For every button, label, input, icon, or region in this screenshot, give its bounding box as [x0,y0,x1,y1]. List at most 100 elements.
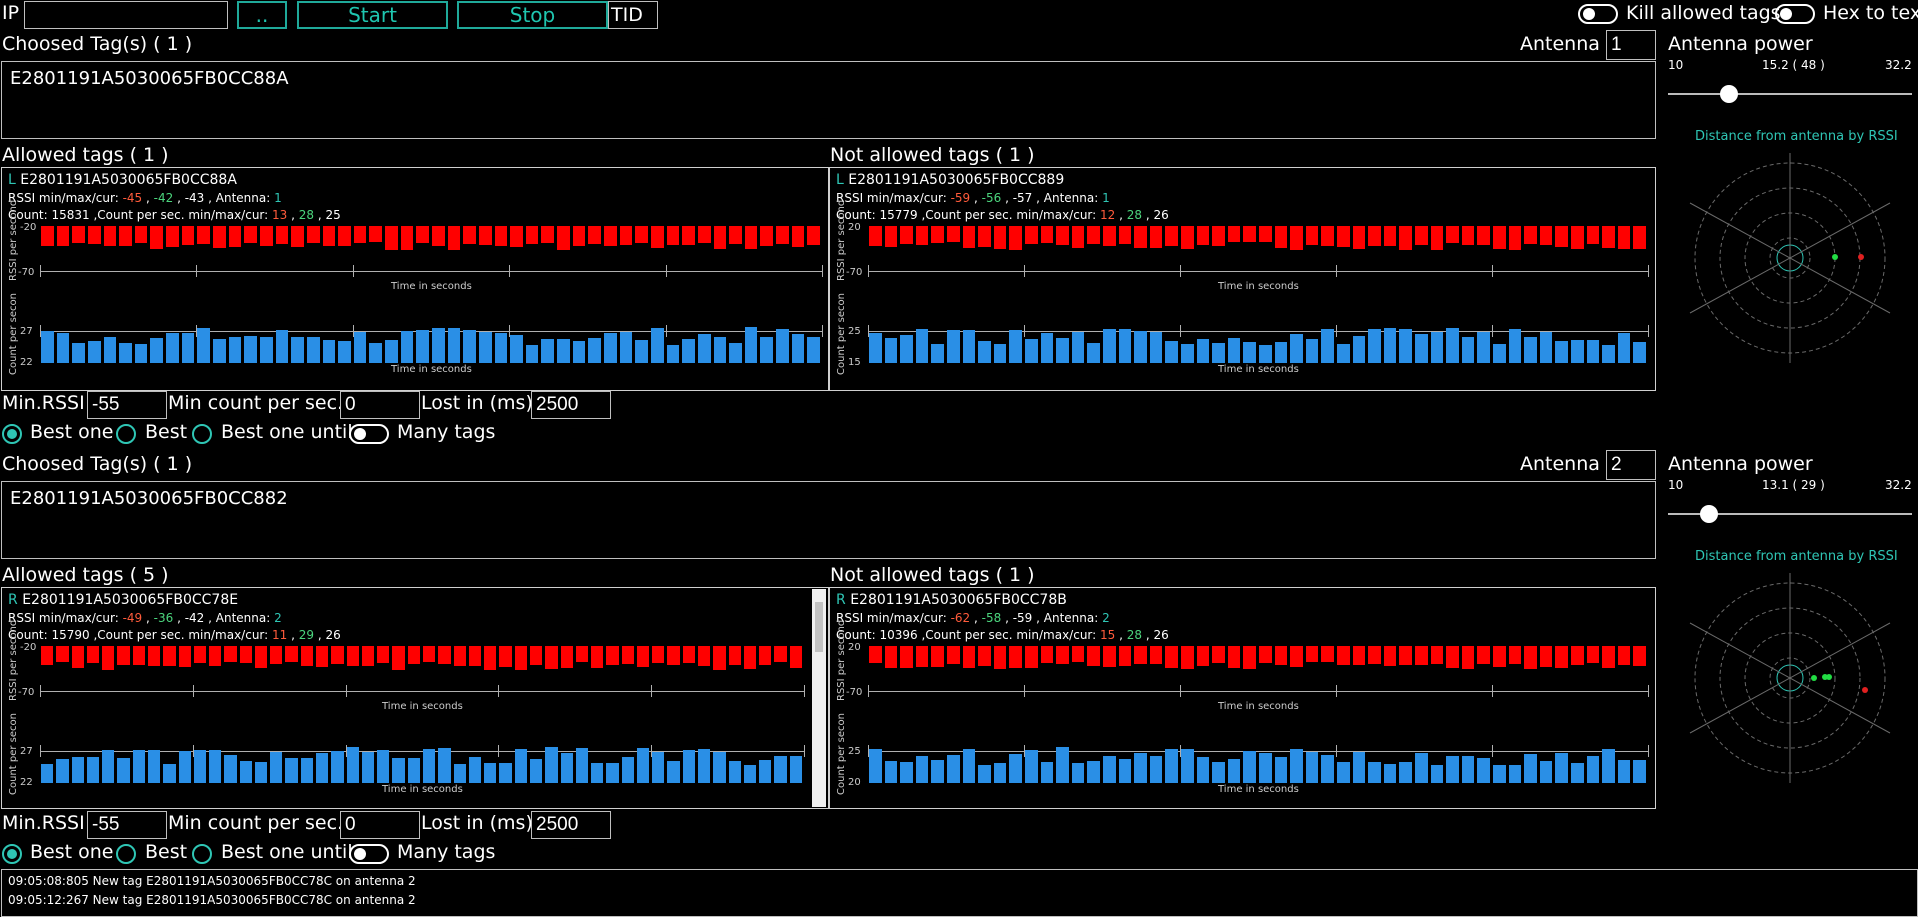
rssi-tick [498,685,500,697]
scrollbar-thumb[interactable] [815,602,823,652]
rssi-bar [316,646,329,667]
count-cur: 26 [1153,208,1169,222]
rssi-bar [1040,226,1054,243]
chosen-tag-item[interactable]: E2801191A5030065FB0CC882 [10,488,288,509]
min-count-input[interactable] [340,811,420,839]
radar-axis [1689,202,1891,314]
radio-best-one[interactable] [2,424,22,444]
count-bar [869,333,882,363]
lost-input[interactable] [531,811,611,839]
rssi-bar [209,646,222,666]
allowed-tag-panel[interactable]: L E2801191A5030065FB0CC88A RSSI min/max/c… [1,167,829,391]
count-bar [346,747,359,783]
antenna-number-input[interactable] [1606,450,1656,480]
rssi-bar [978,646,991,666]
rssi-bar [947,646,960,664]
rssi-bar [728,646,741,665]
rssi-bar [453,646,466,666]
tid-label: TID [611,4,643,26]
count-bar [300,758,314,783]
hex-to-text-toggle[interactable] [1775,4,1815,24]
lost-input[interactable] [531,391,611,419]
count-bar [259,337,273,363]
rssi-y-top: -20 [20,642,37,653]
count-tick [509,325,511,337]
rssi-bar [1227,226,1241,242]
radio-best-one-until[interactable] [192,844,212,864]
min-rssi-input[interactable] [87,391,167,419]
rssi-bar [1399,646,1412,665]
rssi-bar [72,226,85,243]
rssi-bar [993,646,1007,669]
count-bar [743,765,757,783]
radio-best-one[interactable] [2,844,22,864]
kill-allowed-toggle[interactable] [1578,4,1618,24]
min-rssi-label: Min.RSSI [2,392,85,414]
power-slider-thumb[interactable] [1719,85,1738,103]
radio-best-one-label: Best one [30,421,114,443]
count-bar [1602,345,1615,363]
count-bar [316,753,329,783]
radio-best[interactable] [116,844,136,864]
count-y-bottom: 22 [20,777,33,788]
count-bar [353,332,367,363]
chosen-tags-list[interactable]: E2801191A5030065FB0CC88A [1,61,1656,139]
rssi-bar [541,226,555,243]
start-button[interactable]: Start [297,1,448,29]
ip-input[interactable] [24,1,228,29]
rssi-bar [1056,646,1069,664]
count-bar [636,748,650,783]
tid-field[interactable]: TID [608,1,658,29]
min-rssi-input[interactable] [87,811,167,839]
count-prefix: Count: 10396 ,Count per sec. min/max/cur… [836,628,1100,642]
stop-button[interactable]: Stop [457,1,608,29]
rssi-bar [353,226,367,243]
rssi-bar [1321,226,1334,246]
many-tags-toggle[interactable] [349,424,389,444]
count-bar [1446,756,1459,783]
radar-title: Distance from antenna by RSSI [1695,129,1898,144]
not-allowed-tag-panel[interactable]: L E2801191A5030065FB0CC889 RSSI min/max/c… [829,167,1656,391]
radio-best-one-until[interactable] [192,424,212,444]
log-line: 09:05:08:805 New tag E2801191A5030065FB0… [8,874,416,888]
count-bar [1071,332,1085,363]
browse-button[interactable]: .. [237,1,287,29]
rssi-bar [1337,646,1350,665]
rssi-tick [1492,265,1493,277]
count-bar [728,761,741,783]
rssi-bar [478,226,492,245]
allowed-tag-panel[interactable]: R E2801191A5030065FB0CC78E RSSI min/max/c… [1,587,829,809]
antenna-number-input[interactable] [1606,30,1656,60]
many-tags-toggle[interactable] [349,844,389,864]
count-bar [1493,344,1506,363]
count-bar [1290,749,1303,783]
count-bar [1290,334,1303,363]
power-slider-track[interactable] [1668,513,1912,515]
count-bar [545,747,558,783]
count-tick [1180,745,1181,757]
rssi-bar [1290,226,1303,250]
count-tick [40,325,41,337]
count-bar [1352,752,1366,783]
event-log[interactable]: 09:05:08:805 New tag E2801191A5030065FB0… [1,869,1918,917]
count-stats: Count: 15779 ,Count per sec. min/max/cur… [836,208,1169,222]
tag-dot [1832,254,1838,260]
allowed-list-scrollbar[interactable] [812,589,826,807]
chosen-tag-item[interactable]: E2801191A5030065FB0CC88A [10,68,289,89]
count-bar [1227,338,1241,363]
rssi-bar [468,646,482,666]
power-slider-thumb[interactable] [1699,505,1718,523]
power-slider-track[interactable] [1668,93,1912,95]
not-allowed-tag-panel[interactable]: R E2801191A5030065FB0CC78B RSSI min/max/c… [829,587,1656,809]
rssi-bar [392,646,405,670]
rssi-bar [1617,226,1631,249]
radio-best[interactable] [116,424,136,444]
count-bar [575,748,589,783]
min-count-input[interactable] [340,391,420,419]
rssi-axis-label: RSSI per second [8,619,19,701]
rssi-bar [346,646,359,666]
count-x-label: Time in seconds [1218,364,1299,375]
rssi-bar [228,226,242,247]
chosen-tags-list[interactable]: E2801191A5030065FB0CC882 [1,481,1656,559]
count-bar [228,337,242,363]
